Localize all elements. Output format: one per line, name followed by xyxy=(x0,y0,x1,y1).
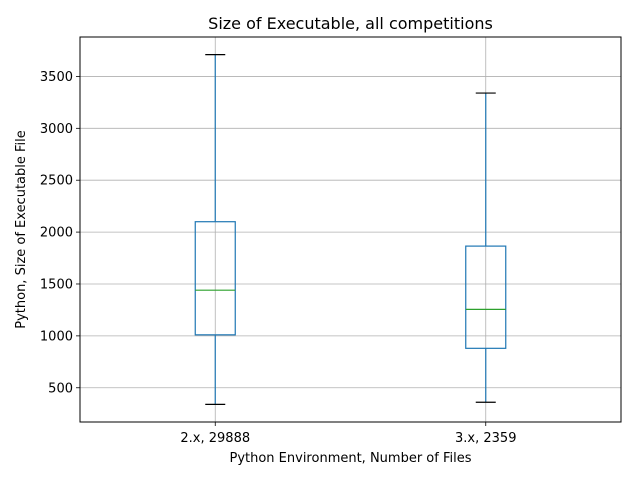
y-tick-label: 1500 xyxy=(40,277,73,292)
chart-title: Size of Executable, all competitions xyxy=(208,14,493,33)
box-plot-series xyxy=(194,54,507,405)
y-axis-title: Python, Size of Executable File xyxy=(14,130,29,329)
axis-ticks: 500 1000 1500 2000 2500 3000 3500 2.x, 29888 3.x… xyxy=(40,70,517,446)
y-tick-label: 2000 xyxy=(40,226,73,241)
y-tick-label: 3500 xyxy=(40,70,73,85)
y-tick-label: 2500 xyxy=(40,174,73,189)
plot-area-frame xyxy=(79,36,622,423)
y-tick-label: 1000 xyxy=(40,329,73,344)
iqr-box xyxy=(194,221,236,336)
y-tick-label: 3000 xyxy=(40,122,73,137)
x-tick-label: 3.x, 2359 xyxy=(455,431,516,446)
box-group xyxy=(194,54,236,405)
iqr-box xyxy=(465,245,507,349)
x-axis-title: Python Environment, Number of Files xyxy=(229,451,471,466)
y-tick-label: 500 xyxy=(48,381,73,396)
box-group xyxy=(465,92,507,403)
x-tick-label: 2.x, 29888 xyxy=(180,431,250,446)
